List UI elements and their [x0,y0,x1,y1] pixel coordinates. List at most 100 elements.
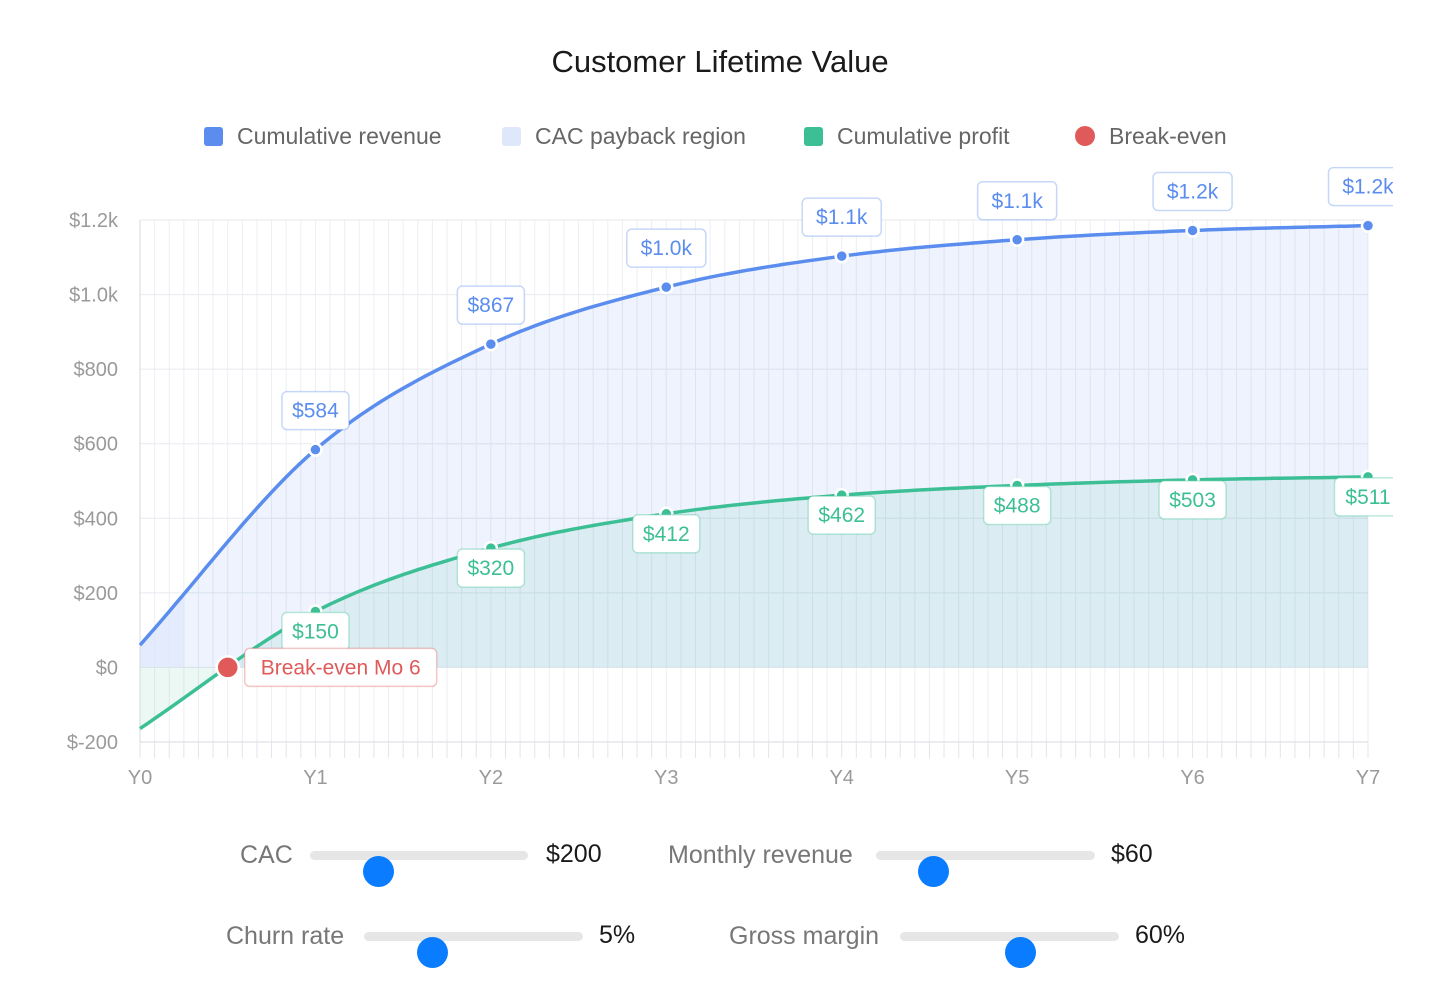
revenue-data-label-box [976,181,1058,221]
revenue-point [1185,223,1200,238]
churn-rate-value: 5% [599,921,636,949]
profit-line [139,475,1369,731]
profit-data-label-box [632,514,701,554]
profit-data-label: $412 [643,523,690,546]
legend-item-cumulative-profit[interactable]: Cumulative profit [804,120,1010,152]
y-tick-label: $200 [74,583,119,605]
churn-rate-label: Churn rate [226,922,345,950]
cac-value: $200 [546,840,602,868]
gross-margin-slider-track[interactable] [900,932,1119,968]
profit-data-label-box [982,485,1052,526]
revenue-data-label-group: $1.1k [976,181,1058,221]
profit-area [140,476,1368,729]
revenue-data-label-group: $584 [281,390,350,431]
legend-item-cac-payback[interactable]: CAC payback region [502,120,746,152]
gross-margin-label: Gross margin [729,922,880,950]
revenue-area [140,225,1368,668]
profit-data-label-box [1158,480,1227,520]
profit-data-label-group: $503 [1158,480,1227,520]
churn-rate-control: Churn rate 5% [226,916,666,968]
legend-label: CAC payback region [535,122,746,149]
revenue-data-label: $1.1k [816,206,868,229]
chart-legend: Cumulative revenue CAC payback region Cu… [0,120,1440,152]
break-even-label-group: Break-even Mo 6 [243,647,438,688]
revenue-data-label-box [1152,171,1233,212]
legend-label: Cumulative revenue [237,122,442,149]
area-fills [140,225,1368,729]
monthly-revenue-value: $60 [1111,840,1153,868]
revenue-data-label: $1.1k [991,190,1043,213]
x-tick-label: Y1 [303,767,327,789]
profit-data-label-group: $150 [281,611,350,652]
revenue-data-label-box [1327,166,1393,207]
revenue-data-label: $1.2k [1342,176,1394,199]
revenue-data-label-group: $1.2k [1327,166,1394,207]
x-tick-label: Y4 [829,767,853,789]
y-tick-label: $800 [74,359,119,381]
revenue-point [1009,232,1025,248]
y-tick-label: $600 [74,434,119,456]
churn-rate-slider-track[interactable] [364,932,583,968]
revenue-point [659,279,674,295]
gross-margin-slider-thumb[interactable] [1005,937,1037,968]
legend-label: Break-even [1109,122,1227,149]
revenue-data-label: $584 [292,400,339,423]
legend-item-break-even[interactable]: Break-even [1075,120,1227,152]
legend-item-cumulative-revenue[interactable]: Cumulative revenue [204,120,442,152]
profit-data-label-box [1333,477,1393,517]
profit-data-label-group: $320 [456,548,526,588]
profit-data-label: $488 [994,494,1041,517]
monthly-revenue-slider-thumb[interactable] [917,856,949,887]
revenue-data-label-box [281,390,350,431]
monthly-revenue-label: Monthly revenue [668,841,853,869]
profit-data-label-group: $412 [632,514,701,554]
break-even-label: Break-even Mo 6 [261,656,421,679]
profit-data-label-group: $488 [982,485,1052,526]
revenue-data-label: $1.2k [1167,180,1219,203]
revenue-data-label: $867 [467,294,514,317]
profit-data-label: $320 [467,557,514,580]
revenue-point [1360,218,1376,233]
monthly-revenue-control: Monthly revenue $60 [668,835,1188,887]
axes: $-200 $0 $200 $400 $600 $800 $1.0k $1.2k Y0 Y1 Y2 Y… [67,210,1380,789]
profit-data-label-group: $462 [807,495,876,535]
gross-margin-control: Gross margin 60% [729,916,1209,968]
revenue-data-label-group: $1.2k [1152,171,1233,212]
profit-data-label-box [807,495,876,535]
x-tick-label: Y5 [1005,767,1029,789]
legend-swatch-cac [502,126,521,146]
churn-rate-slider-thumb[interactable] [416,937,448,968]
break-even-label-box [243,647,438,688]
y-tick-label: $1.2k [69,210,119,232]
x-tick-label: Y6 [1180,767,1204,789]
revenue-data-label-group: $867 [456,285,526,325]
x-tick-label: Y3 [654,767,678,789]
y-tick-label: $400 [74,508,119,530]
revenue-data-label-group: $1.0k [626,228,707,268]
revenue-point [483,336,499,352]
cac-control: CAC $200 [240,835,640,887]
revenue-data-label: $1.0k [641,237,693,260]
profit-data-label: $462 [818,504,865,527]
revenue-data-label-box [456,285,526,325]
y-tick-label: $-200 [67,732,118,754]
y-tick-label: $0 [96,657,118,679]
revenue-data-label-box [801,197,882,237]
legend-label: Cumulative profit [837,122,1010,149]
monthly-revenue-slider-track[interactable] [876,851,1095,887]
chart-title: Customer Lifetime Value [551,44,889,79]
legend-swatch-break-even [1075,126,1095,146]
profit-data-label: $511 [1345,486,1390,509]
revenue-point [308,442,323,457]
cac-slider-track[interactable] [310,851,528,887]
cac-slider-thumb[interactable] [362,856,394,887]
profit-data-label-group: $511 [1333,477,1393,517]
y-tick-label: $1.0k [69,285,119,307]
profit-data-label: $503 [1169,489,1216,512]
cac-payback-region [140,594,184,668]
line-chart: $-200 $0 $200 $400 $600 $800 $1.0k $1.2k Y0 Y1 Y2 Y… [67,166,1394,789]
revenue-point [834,248,849,264]
x-tick-label: Y0 [128,767,152,789]
profit-data-label: $150 [292,621,339,644]
data-labels: $584 $867 $1.0k $1.1k $1.1k $1.2k $1.2k $150 $32… [243,166,1394,688]
